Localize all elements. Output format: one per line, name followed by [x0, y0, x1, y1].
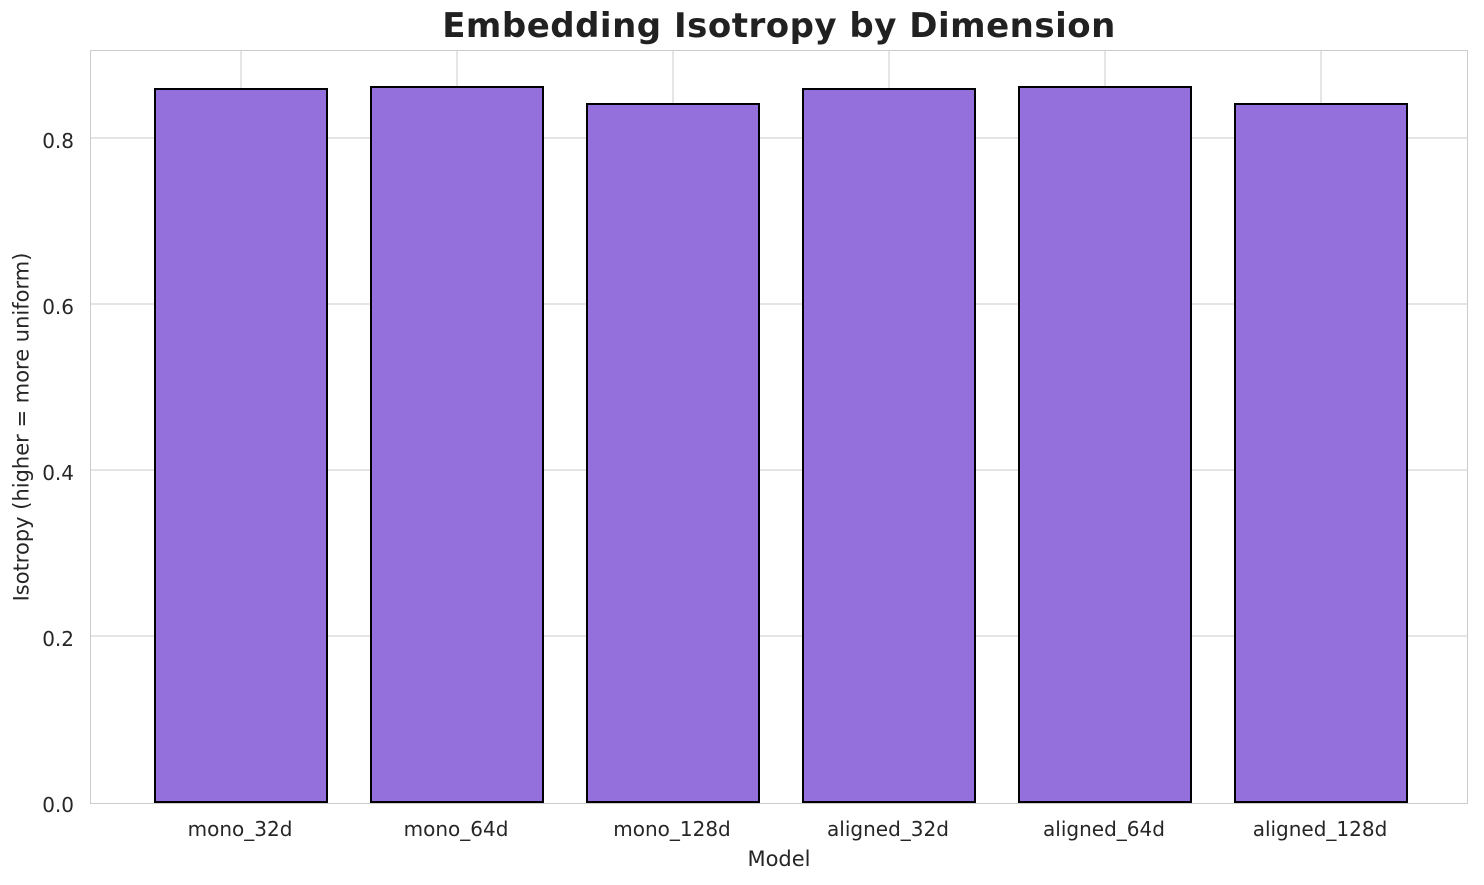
bar-aligned_32d: [802, 88, 976, 803]
y-tick-label: 0.2: [42, 626, 74, 651]
x-tick-label: aligned_128d: [1252, 817, 1388, 841]
y-tick-label: 0.4: [42, 460, 74, 485]
y-tick-label: 0.8: [42, 128, 74, 153]
bar-mono_128d: [586, 102, 760, 803]
bar-aligned_128d: [1234, 102, 1408, 803]
x-tick-label: aligned_64d: [1043, 817, 1165, 841]
plot-area: [90, 50, 1468, 804]
bar-mono_32d: [154, 88, 328, 803]
x-tick-label: mono_128d: [613, 817, 731, 841]
h-gridline: [91, 469, 1467, 471]
chart-title: Embedding Isotropy by Dimension: [442, 6, 1116, 46]
x-tick-label: mono_64d: [403, 817, 509, 841]
x-tick-label: aligned_32d: [827, 817, 949, 841]
x-tick-label: mono_32d: [187, 817, 293, 841]
y-tick-label: 0.6: [42, 294, 74, 319]
bar-aligned_64d: [1018, 86, 1192, 803]
h-gridline: [91, 303, 1467, 305]
h-gridline: [91, 137, 1467, 139]
bar-mono_64d: [370, 86, 544, 803]
x-axis-label: Model: [747, 847, 811, 871]
y-tick-label: 0.0: [42, 793, 74, 817]
h-gridline: [91, 635, 1467, 637]
